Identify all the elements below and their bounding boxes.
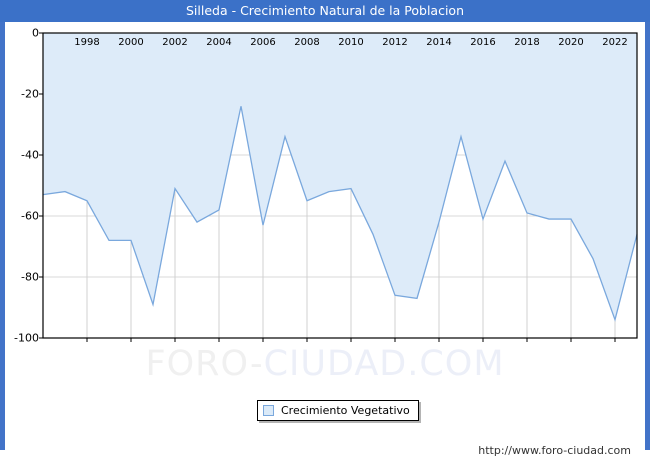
x-axis-tick-label: 2000 bbox=[118, 37, 144, 48]
x-axis-tick-label: 2002 bbox=[162, 37, 188, 48]
chart-container: 0 -20 -40 -60 -80 -100 1998 2000 2002 2004 2006 20… bbox=[5, 22, 645, 457]
y-axis-tick-label: -100 bbox=[14, 331, 39, 345]
y-axis-labels: 0 -20 -40 -60 -80 -100 bbox=[5, 22, 39, 450]
plot-frame bbox=[42, 32, 638, 339]
x-axis-tick-label: 2006 bbox=[250, 37, 276, 48]
x-axis-tick-label: 2022 bbox=[602, 37, 628, 48]
x-axis-tick-label: 2014 bbox=[426, 37, 452, 48]
x-axis-tick-label: 2004 bbox=[206, 37, 232, 48]
y-axis-tick-label: -80 bbox=[21, 270, 39, 284]
y-axis-tick-label: -40 bbox=[21, 148, 39, 162]
y-axis-tick-label: -20 bbox=[21, 87, 39, 101]
area-fill bbox=[43, 33, 637, 320]
footer-url: http://www.foro-ciudad.com bbox=[478, 444, 631, 457]
data-line bbox=[42, 106, 638, 322]
y-axis-tick-label: 0 bbox=[32, 26, 39, 40]
x-axis-labels: 1998 2000 2002 2004 2006 2008 2010 2012 2014 2016… bbox=[5, 37, 645, 51]
legend-label: Crecimiento Vegetativo bbox=[281, 404, 410, 417]
window-title: Silleda - Crecimiento Natural de la Pobl… bbox=[0, 0, 650, 22]
chart-plot bbox=[39, 32, 638, 342]
x-axis-tick-label: 2018 bbox=[514, 37, 540, 48]
y-axis-tick-label: -60 bbox=[21, 209, 39, 223]
x-axis-tick-label: 2012 bbox=[382, 37, 408, 48]
x-axis-tick-label: 2016 bbox=[470, 37, 496, 48]
x-axis-tick-label: 1998 bbox=[74, 37, 100, 48]
x-axis-tick-label: 2010 bbox=[338, 37, 364, 48]
chart-legend[interactable]: Crecimiento Vegetativo bbox=[257, 400, 419, 421]
x-axis-tick-label: 2008 bbox=[294, 37, 320, 48]
legend-swatch-icon bbox=[263, 405, 274, 416]
x-axis-tick-label: 2020 bbox=[558, 37, 584, 48]
